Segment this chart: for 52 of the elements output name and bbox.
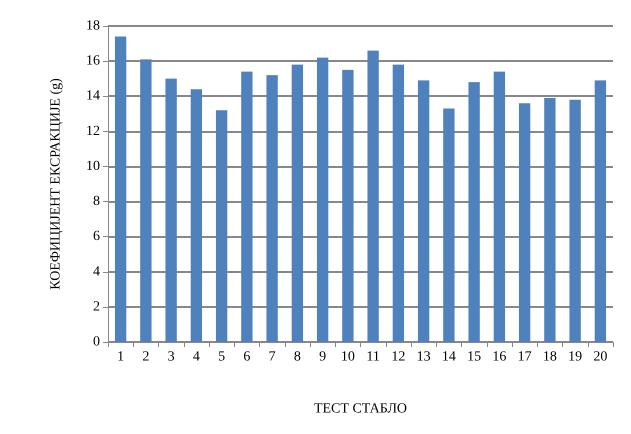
x-tick-label: 9 bbox=[319, 350, 326, 364]
bar bbox=[266, 75, 278, 342]
bar bbox=[594, 80, 606, 342]
bar bbox=[316, 58, 328, 342]
bar bbox=[114, 36, 126, 342]
x-tick-label: 14 bbox=[442, 350, 456, 364]
x-tick-label: 6 bbox=[243, 350, 250, 364]
x-tick-label: 16 bbox=[492, 350, 506, 364]
bar bbox=[190, 89, 202, 342]
y-tick-label: 0 bbox=[93, 334, 100, 350]
x-tick-label: 11 bbox=[366, 350, 380, 364]
x-tick-label: 4 bbox=[192, 350, 200, 364]
bar bbox=[367, 50, 379, 342]
bar bbox=[494, 72, 506, 342]
bar bbox=[544, 98, 556, 342]
bar bbox=[241, 72, 253, 342]
y-tick-label: 16 bbox=[86, 54, 100, 69]
x-tick-label: 7 bbox=[268, 350, 276, 364]
x-tick-label: 15 bbox=[467, 350, 482, 364]
x-axis-title: ТЕСТ СТАБЛО bbox=[314, 402, 408, 416]
bar bbox=[140, 59, 152, 342]
x-tick-label: 10 bbox=[340, 350, 355, 364]
x-tick-label: 13 bbox=[416, 350, 431, 364]
bar bbox=[418, 80, 430, 342]
y-tick-label: 2 bbox=[93, 299, 100, 314]
y-tick-label: 4 bbox=[93, 264, 100, 280]
y-tick-label: 14 bbox=[86, 88, 100, 104]
bar bbox=[342, 70, 354, 342]
x-tick-label: 18 bbox=[542, 350, 557, 364]
y-tick-label: 12 bbox=[86, 124, 100, 139]
x-tick-label: 19 bbox=[568, 350, 582, 364]
x-tick-label: 12 bbox=[391, 350, 406, 364]
bar bbox=[468, 82, 480, 342]
y-tick-label: 18 bbox=[86, 18, 100, 34]
y-tick-label: 6 bbox=[93, 229, 100, 244]
y-axis-title: КОЕФИЦИЈЕНТ ЕКСРАКЦИЈЕ (g) bbox=[48, 78, 64, 290]
bar bbox=[292, 64, 304, 342]
x-tick-label: 3 bbox=[168, 350, 175, 364]
bar bbox=[518, 103, 530, 342]
bar bbox=[216, 110, 228, 342]
x-tick-label: 1 bbox=[117, 350, 124, 364]
x-tick-label: 2 bbox=[142, 350, 150, 364]
bar bbox=[569, 100, 581, 342]
x-tick-label: 20 bbox=[593, 350, 608, 364]
x-tick-label: 8 bbox=[294, 350, 301, 364]
x-tick-label: 17 bbox=[518, 350, 532, 364]
bar bbox=[392, 64, 404, 342]
y-tick-label: 10 bbox=[86, 158, 100, 174]
bar bbox=[165, 78, 177, 342]
x-tick-label: 5 bbox=[218, 350, 226, 364]
y-tick-label: 8 bbox=[93, 194, 100, 210]
bar bbox=[443, 108, 455, 342]
